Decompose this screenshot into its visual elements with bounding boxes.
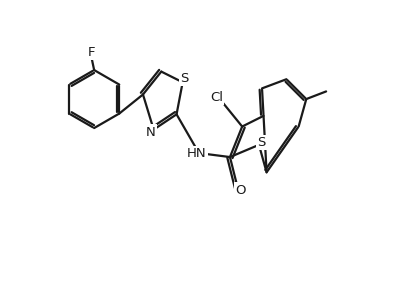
Text: O: O	[235, 184, 246, 197]
Text: HN: HN	[187, 147, 207, 160]
Text: S: S	[257, 136, 266, 149]
Text: S: S	[180, 72, 188, 85]
Text: F: F	[88, 46, 96, 59]
Text: N: N	[146, 126, 156, 139]
Text: Cl: Cl	[210, 91, 223, 104]
